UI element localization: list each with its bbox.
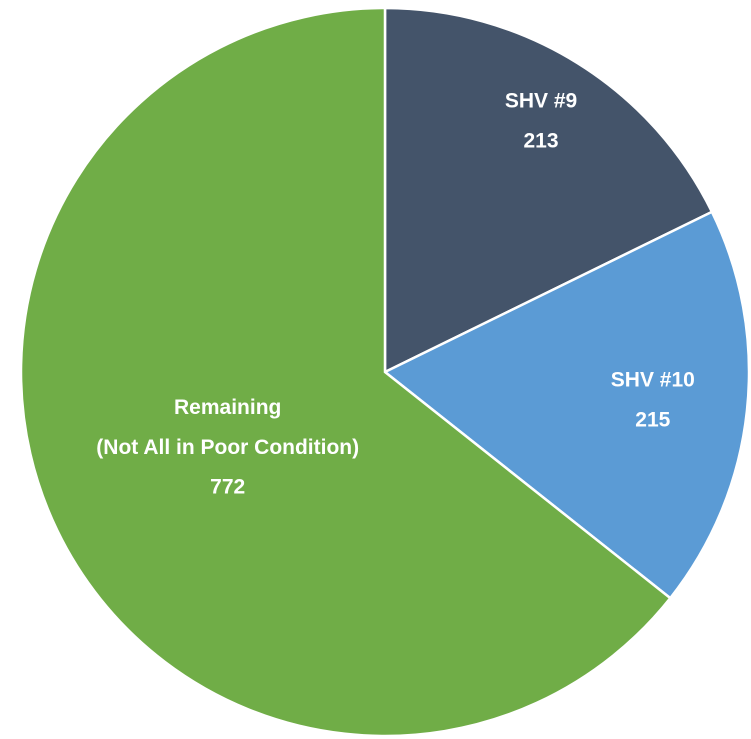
pie-slice — [383, 6, 714, 375]
data-label-name: Remaining (Not All in Poor Condition) — [96, 396, 359, 459]
data-label-value: 772 — [210, 476, 245, 499]
data-label-name: SHV #10 — [611, 368, 695, 391]
data-label-value: 215 — [635, 408, 670, 431]
pie-slice — [382, 210, 751, 600]
pie-slice — [19, 6, 673, 738]
data-label-value: 213 — [523, 129, 558, 152]
data-label-name: SHV #9 — [505, 89, 577, 112]
